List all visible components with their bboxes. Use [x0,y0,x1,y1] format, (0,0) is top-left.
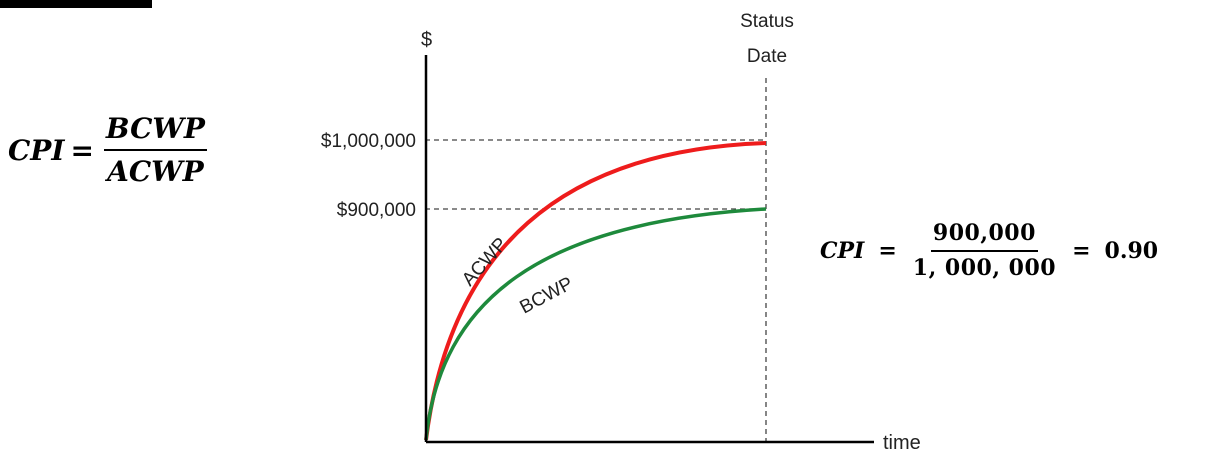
tick-label-900k: $900,000 [337,200,416,221]
calc-result: 0.90 [1104,237,1159,264]
status-date-label-line2: Date [747,46,787,67]
tick-label-1m: $1,000,000 [321,131,416,152]
bcwp-series-label: BCWP [516,273,576,318]
formula-numerator: BCWP [103,112,207,151]
formula-fraction: BCWP ACWP [103,112,207,188]
calc-denominator: 1, 000, 000 [912,255,1057,281]
calc-fraction: 900,000 1, 000, 000 [911,220,1058,281]
top-left-bar [0,0,152,8]
calc-equals-1: = [878,237,897,264]
calc-equals-2: = [1072,237,1091,264]
x-axis-label: time [883,432,921,454]
calc-lhs: CPI [820,237,865,264]
formula-lhs: CPI [8,133,65,167]
y-axis-label: $ [421,29,432,51]
calc-numerator: 900,000 [930,220,1038,252]
bcwp-curve [424,207,767,441]
cpi-definition-formula: CPI = BCWP ACWP [8,112,207,188]
status-date-label-line1: Status [740,11,794,32]
acwp-series-label: ACWP [458,234,512,290]
cpi-calculation-formula: CPI = 900,000 1, 000, 000 = 0.90 [820,220,1158,281]
formula-equals: = [70,133,94,167]
formula-denominator: ACWP [107,155,204,188]
acwp-curve [424,141,767,441]
